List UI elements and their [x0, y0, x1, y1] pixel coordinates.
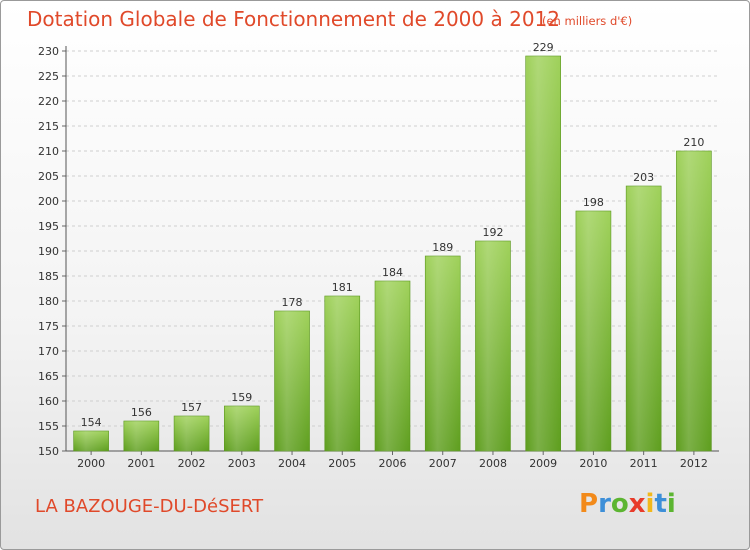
y-tick-label: 180 — [38, 295, 59, 308]
chart-title: Dotation Globale de Fonctionnement de 20… — [27, 7, 560, 31]
logo-letter: o — [610, 489, 629, 519]
y-tick-label: 210 — [38, 145, 59, 158]
y-tick-label: 215 — [38, 120, 59, 133]
y-tick-label: 160 — [38, 395, 59, 408]
x-tick-label-2008: 2008 — [479, 457, 507, 470]
x-tick-label-2011: 2011 — [630, 457, 658, 470]
bars — [73, 55, 712, 452]
y-tick-label: 200 — [38, 195, 59, 208]
x-tick-label-2001: 2001 — [127, 457, 155, 470]
data-label-2002: 157 — [181, 401, 202, 414]
logo-letter: r — [598, 489, 611, 519]
y-tick-label: 185 — [38, 270, 59, 283]
bar-highlight — [123, 421, 159, 451]
bar-highlight — [73, 431, 109, 451]
logo-letter: i — [666, 489, 676, 519]
logo-letter: P — [579, 489, 599, 519]
y-tick-labels: 150 155 160 165 170 175 180 185 190 195 200 205 210 2… — [38, 45, 59, 458]
x-tick-label-2002: 2002 — [178, 457, 206, 470]
y-tick-label: 220 — [38, 95, 59, 108]
x-tick-label-2006: 2006 — [379, 457, 407, 470]
bar-highlight — [575, 211, 611, 451]
data-label-2003: 159 — [231, 391, 252, 404]
y-tick-label: 155 — [38, 420, 59, 433]
data-label-2001: 156 — [131, 406, 152, 419]
y-tick-label: 165 — [38, 370, 59, 383]
y-tick-label: 225 — [38, 70, 59, 83]
proxiti-logo: Proxiti — [579, 489, 676, 519]
data-labels: 154 156 157 159 178 181 184 189 192 229 198 203 210 — [81, 41, 705, 429]
x-tick-labels: 2000 2001 2002 2003 2004 2005 2006 2007 2008 2009… — [77, 451, 708, 470]
y-tick-label: 175 — [38, 320, 59, 333]
data-label-2000: 154 — [81, 416, 102, 429]
data-label-2006: 184 — [382, 266, 403, 279]
logo-letter: x — [628, 489, 646, 519]
bar-highlight — [425, 256, 461, 451]
data-label-2011: 203 — [633, 171, 654, 184]
bar-highlight — [676, 151, 712, 451]
bar-highlight — [224, 406, 260, 451]
x-tick-label-2000: 2000 — [77, 457, 105, 470]
bar-highlight — [174, 416, 210, 451]
data-label-2005: 181 — [332, 281, 353, 294]
x-tick-label-2010: 2010 — [579, 457, 607, 470]
x-tick-label-2009: 2009 — [529, 457, 557, 470]
logo-letter: t — [654, 489, 667, 519]
commune-name: LA BAZOUGE-DU-DéSERT — [35, 496, 264, 517]
y-tick-label: 190 — [38, 245, 59, 258]
bar-highlight — [324, 296, 360, 451]
chart-subtitle: (en milliers d'€) — [542, 14, 633, 28]
y-tick-label: 170 — [38, 345, 59, 358]
y-tick-label: 205 — [38, 170, 59, 183]
bar-highlight — [274, 311, 310, 451]
data-label-2012: 210 — [683, 136, 704, 149]
bar-highlight — [525, 56, 561, 451]
y-tick-label: 150 — [38, 445, 59, 458]
x-tick-label-2005: 2005 — [328, 457, 356, 470]
x-tick-label-2007: 2007 — [429, 457, 457, 470]
y-tick-label: 195 — [38, 220, 59, 233]
bar-highlight — [475, 241, 511, 451]
data-label-2008: 192 — [482, 226, 503, 239]
logo-letter: i — [645, 489, 655, 519]
x-tick-label-2012: 2012 — [680, 457, 708, 470]
x-tick-label-2004: 2004 — [278, 457, 306, 470]
x-tick-label-2003: 2003 — [228, 457, 256, 470]
data-label-2007: 189 — [432, 241, 453, 254]
data-label-2010: 198 — [583, 196, 604, 209]
data-label-2004: 178 — [282, 296, 303, 309]
bar-highlight — [375, 281, 410, 451]
data-label-2009: 229 — [533, 41, 554, 54]
y-tick-label: 230 — [38, 45, 59, 58]
bar-highlight — [626, 186, 662, 451]
